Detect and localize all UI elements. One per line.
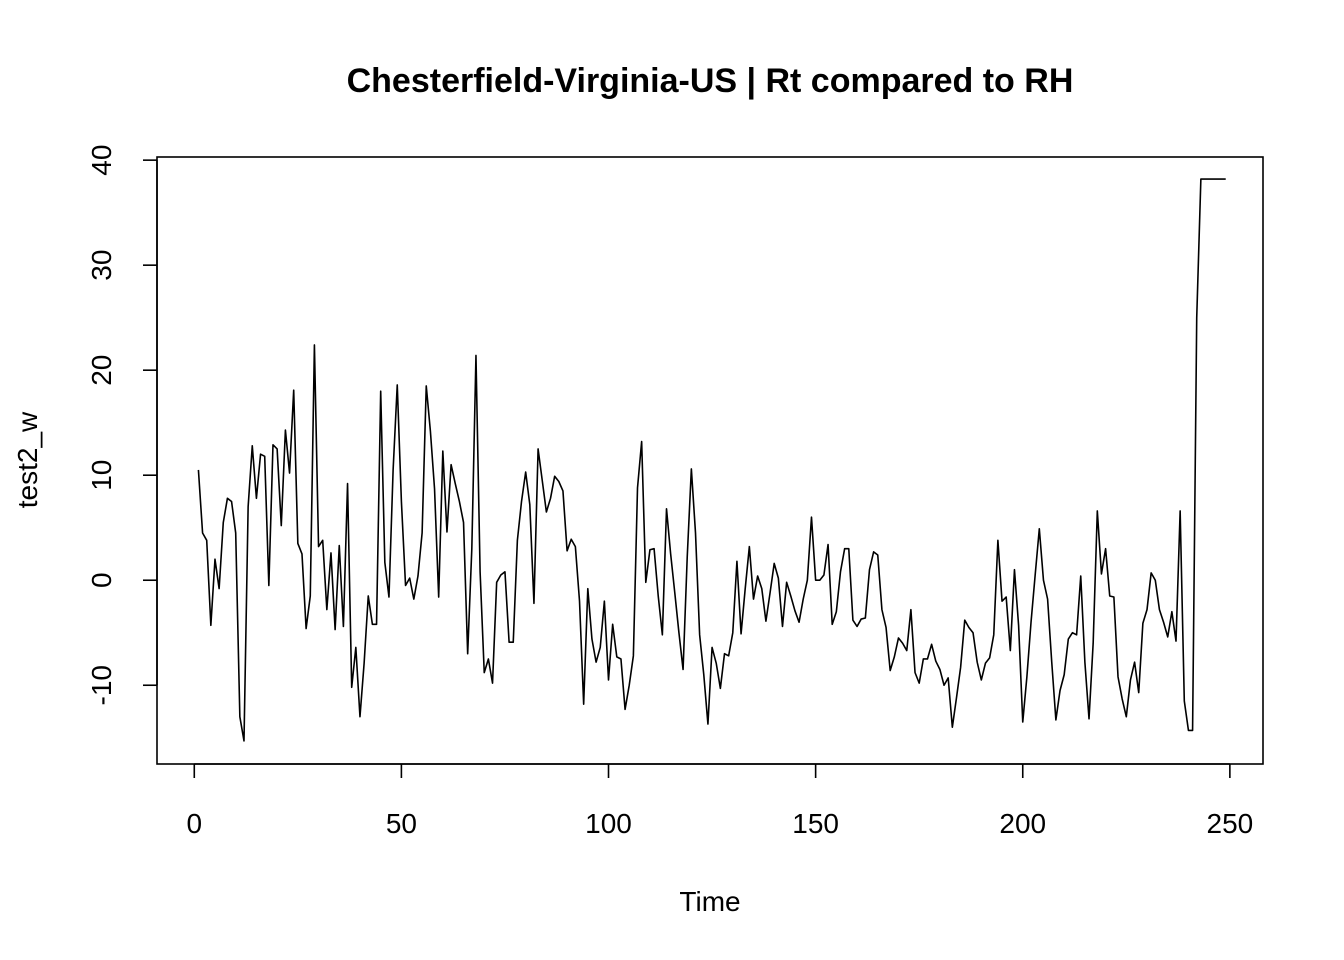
x-tick-label: 100 <box>585 808 632 839</box>
x-tick-label: 150 <box>792 808 839 839</box>
y-axis: -10 0 10 20 30 40 <box>86 145 158 705</box>
y-tick-label: 10 <box>86 460 117 491</box>
chart-title: Chesterfield-Virginia-US | Rt compared t… <box>347 62 1074 100</box>
y-tick-label: -10 <box>86 665 117 705</box>
x-axis: 0 50 100 150 200 250 <box>186 763 1254 839</box>
y-tick-label: 40 <box>86 145 117 176</box>
x-tick-label: 0 <box>186 808 202 839</box>
x-axis-title: Time <box>679 886 740 917</box>
x-tick-label: 200 <box>999 808 1046 839</box>
y-tick-label: 0 <box>86 572 117 588</box>
y-axis-title: test2_w <box>12 411 43 508</box>
x-tick-label: 250 <box>1207 808 1254 839</box>
y-tick-label: 30 <box>86 250 117 281</box>
y-tick-label: 20 <box>86 355 117 386</box>
series-layer <box>197 178 1226 742</box>
series-line <box>197 178 1226 742</box>
x-tick-label: 50 <box>386 808 417 839</box>
